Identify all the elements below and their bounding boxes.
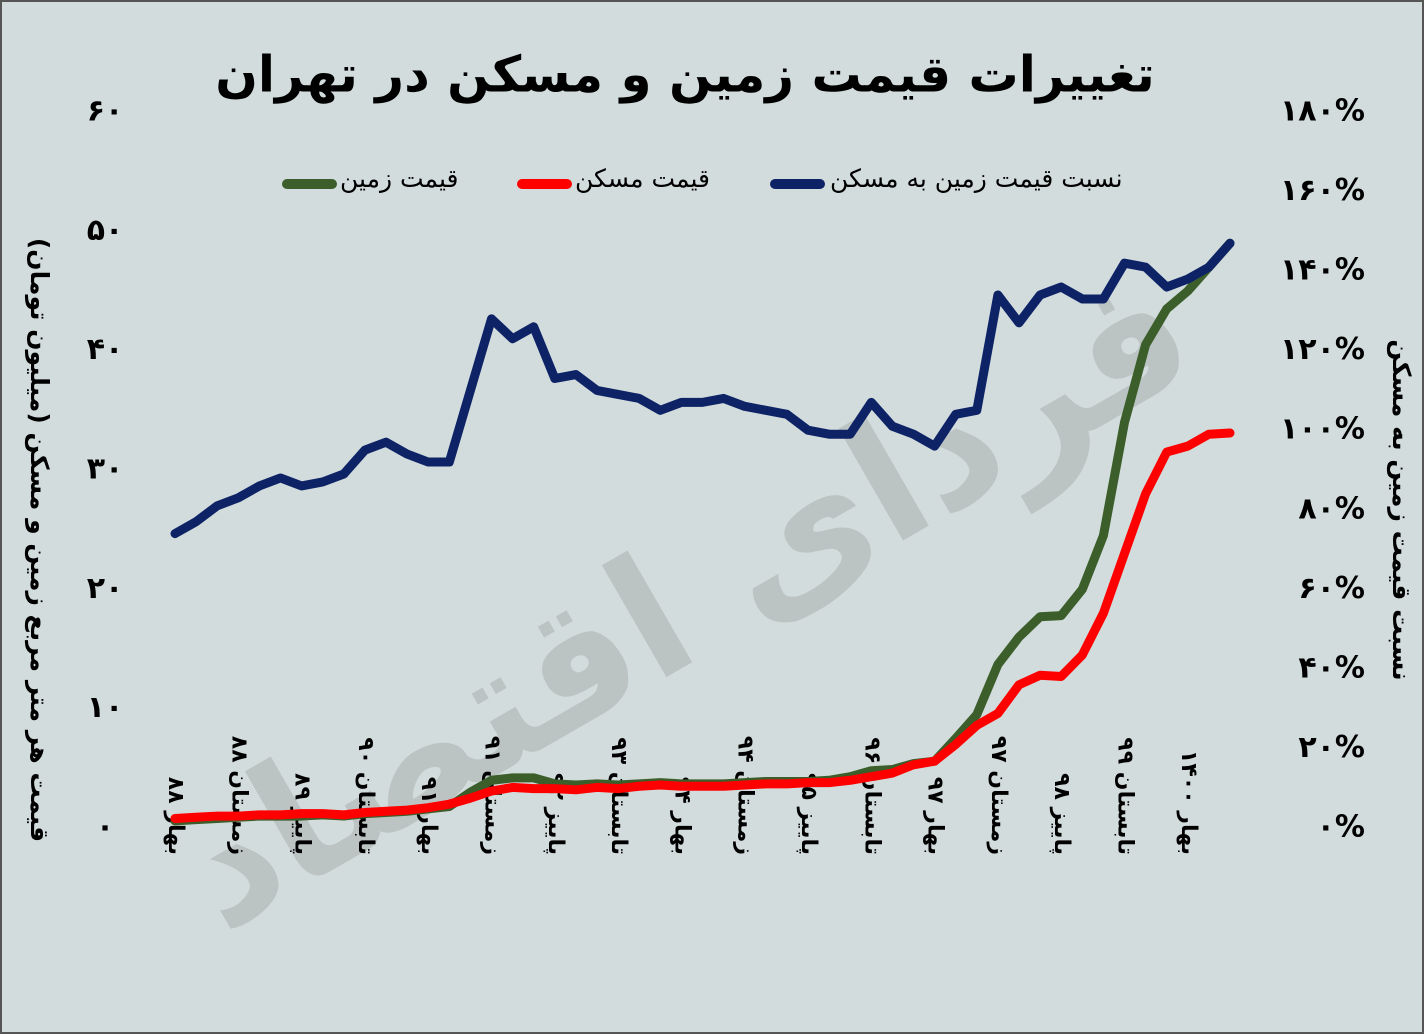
y2-tick-label: ۱۴۰% [1280,253,1365,288]
x-tick-label: زمستان ۸۸ [226,736,251,855]
y2-axis-title: نسبت قیمت زمین به مسکن [1386,339,1416,680]
y2-tick-label: ۲۰% [1298,730,1365,765]
x-tick-label: بهار ۱۴۰۰ [1176,750,1201,855]
x-tick-label: زمستان ۹۷ [986,736,1011,855]
legend-label: قیمت زمین [340,164,458,193]
y2-tick-label: ۱۲۰% [1280,332,1365,367]
y2-tick-label: ۱۰۰% [1280,412,1365,447]
x-tick-label: تابستان ۹۰ [353,737,378,855]
y2-tick-label: ۶۰% [1298,571,1365,606]
legend-label: قیمت مسکن [575,164,710,193]
y2-tick-label: ۱۸۰% [1280,94,1365,129]
series-line [170,428,1235,823]
y-tick-label: ۳۰ [87,452,124,487]
x-tick-label: تابستان ۹۶ [859,737,884,855]
y-tick-label: ۲۰ [87,571,124,606]
x-tick-label: تابستان ۹۳ [606,737,631,855]
y-tick-label: ۶۰ [87,94,124,129]
y-axis-title: قیمت هر متر مربع زمین و مسکن (میلیون توم… [24,238,54,842]
y2-tick-label: ۱۶۰% [1280,173,1365,208]
legend-label: نسبت قیمت زمین به مسکن [830,164,1123,193]
x-tick-label: بهار ۹۱ [416,777,441,855]
y-tick-label: ۴۰ [87,332,124,367]
series-line [170,238,1235,539]
y2-tick-label: ۰% [1317,810,1365,845]
y-tick-label: ۵۰ [87,213,124,248]
y2-tick-label: ۴۰% [1298,650,1365,685]
chart-title: تغییرات قیمت زمین و مسکن در تهران [215,46,1155,105]
x-tick-label: پاییز ۹۸ [1049,773,1074,855]
x-tick-label: تابستان ۹۹ [1113,737,1138,855]
x-tick-label: زمستان ۹۴ [733,736,758,855]
y2-tick-label: ۸۰% [1298,491,1365,526]
x-tick-label: بهار ۹۷ [923,777,948,855]
y-tick-label: ۰ [96,810,114,845]
y-tick-label: ۱۰ [87,690,124,725]
